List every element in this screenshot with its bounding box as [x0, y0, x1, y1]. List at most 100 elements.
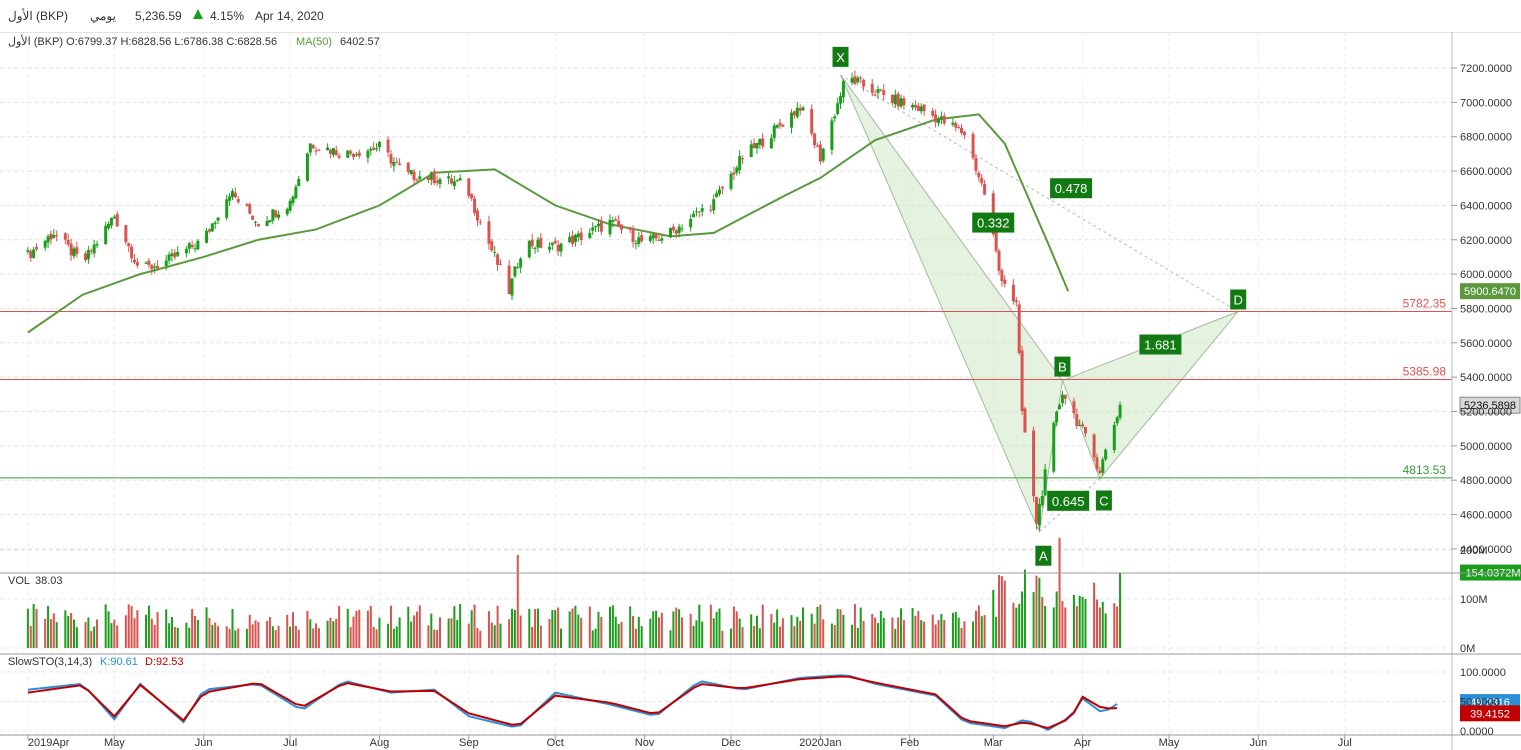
volume-bar	[1015, 607, 1018, 648]
volume-bar	[536, 608, 539, 648]
price-tick-label: 5800.0000	[1460, 303, 1512, 315]
candle-body	[254, 221, 258, 223]
volume-bar	[701, 621, 704, 648]
candle-body	[170, 253, 174, 257]
candle-body	[741, 158, 745, 160]
candle-body	[297, 179, 301, 187]
candle-body	[818, 144, 822, 162]
volume-bar	[508, 619, 511, 648]
candle-body	[571, 235, 575, 245]
candle-body	[1020, 350, 1024, 411]
price-tick-label: 4600.0000	[1460, 510, 1512, 522]
volume-bar	[217, 626, 220, 648]
candle-body	[349, 151, 353, 154]
symbol-name[interactable]: الأول (BKP)	[8, 9, 69, 23]
candle-body	[245, 204, 249, 206]
candle-body	[1040, 495, 1044, 506]
candle-body	[435, 180, 439, 183]
volume-bar	[617, 624, 620, 648]
candle-body	[654, 234, 658, 239]
candle-body	[326, 147, 330, 151]
volume-bar	[1061, 600, 1064, 648]
candle-body	[236, 198, 240, 203]
volume-bar	[1113, 603, 1116, 648]
volume-bar	[862, 621, 865, 648]
volume-bar	[833, 625, 836, 648]
pattern-point-label-box	[1035, 545, 1052, 566]
volume-bar	[741, 627, 744, 648]
candle-body	[164, 260, 168, 266]
volume-bar	[1038, 578, 1041, 648]
volume-bar	[816, 606, 819, 648]
candle-body	[657, 239, 661, 241]
candle-body	[651, 234, 655, 239]
volume-tick-label: 0M	[1460, 643, 1475, 655]
candle-body	[1043, 469, 1047, 496]
price-date: Apr 14, 2020	[255, 9, 324, 23]
volume-bar	[326, 620, 329, 648]
candle-body	[75, 247, 79, 254]
volume-bar	[511, 608, 514, 648]
volume-bar	[972, 621, 975, 648]
horizontal-levels: 5782.35 5385.98 4813.53	[0, 296, 1452, 479]
price-tick-label: 5400.0000	[1460, 372, 1512, 384]
volume-bar	[447, 618, 450, 648]
volume-bar	[156, 612, 159, 648]
volume-bar	[173, 627, 176, 648]
volume-bar	[450, 618, 453, 648]
volume-bar	[87, 617, 90, 648]
candle-body	[510, 278, 514, 296]
level-label: 4813.53	[1403, 463, 1447, 477]
candle-body	[962, 132, 966, 136]
candle-body	[974, 157, 978, 171]
volume-bar	[355, 610, 358, 648]
candle-body	[813, 133, 817, 145]
candle-body	[230, 191, 234, 198]
candle-body	[556, 244, 560, 252]
candle-body	[980, 178, 984, 184]
stock-chart[interactable]: 5782.35 5385.98 4813.53 X A B C D 0.332 0.478 1.6…	[0, 32, 1521, 750]
candle-body	[291, 196, 295, 204]
volume-bar	[309, 619, 312, 648]
price-change: 4.15%	[210, 9, 245, 23]
volume-bar	[493, 625, 496, 648]
volume-bar	[660, 612, 663, 648]
candle-body	[735, 167, 739, 173]
volume-bar	[692, 625, 695, 648]
volume-bar	[657, 617, 660, 648]
candle-body	[692, 213, 696, 218]
candle-body	[377, 141, 381, 147]
chart-header: الأول (BKP) يومي 5,236.59 4.15% Apr 14, …	[0, 0, 1521, 33]
candle-body	[977, 172, 981, 178]
candle-body	[939, 116, 943, 120]
volume-bar	[387, 623, 390, 648]
volume-bar	[268, 617, 271, 648]
volume-bar	[1072, 594, 1075, 648]
volume-bar	[614, 616, 617, 648]
price-tick-label: 7200.0000	[1460, 63, 1512, 75]
pattern-ratio-label: 1.681	[1144, 338, 1177, 353]
candle-body	[305, 153, 309, 181]
candle-body	[937, 118, 941, 123]
candle-body	[821, 148, 825, 161]
volume-bar	[294, 625, 297, 648]
candle-body	[519, 258, 523, 268]
candle-body	[406, 162, 410, 172]
candle-body	[438, 179, 442, 185]
volume-bar	[830, 623, 833, 648]
volume-bar	[289, 626, 292, 648]
candle-body	[225, 199, 229, 218]
stoch-k-legend: K:90.61	[100, 656, 138, 668]
volume-bar	[779, 626, 782, 648]
price-tick-label: 6000.0000	[1460, 269, 1512, 281]
period-label[interactable]: يومي	[90, 9, 116, 23]
volume-bar	[332, 621, 335, 648]
candle-body	[426, 177, 430, 181]
volume-bar	[456, 620, 459, 648]
volume-bar	[793, 626, 796, 648]
volume-bar	[191, 608, 194, 648]
volume-bar	[810, 613, 813, 648]
candle-body	[919, 106, 923, 112]
candle-body	[1058, 405, 1062, 410]
